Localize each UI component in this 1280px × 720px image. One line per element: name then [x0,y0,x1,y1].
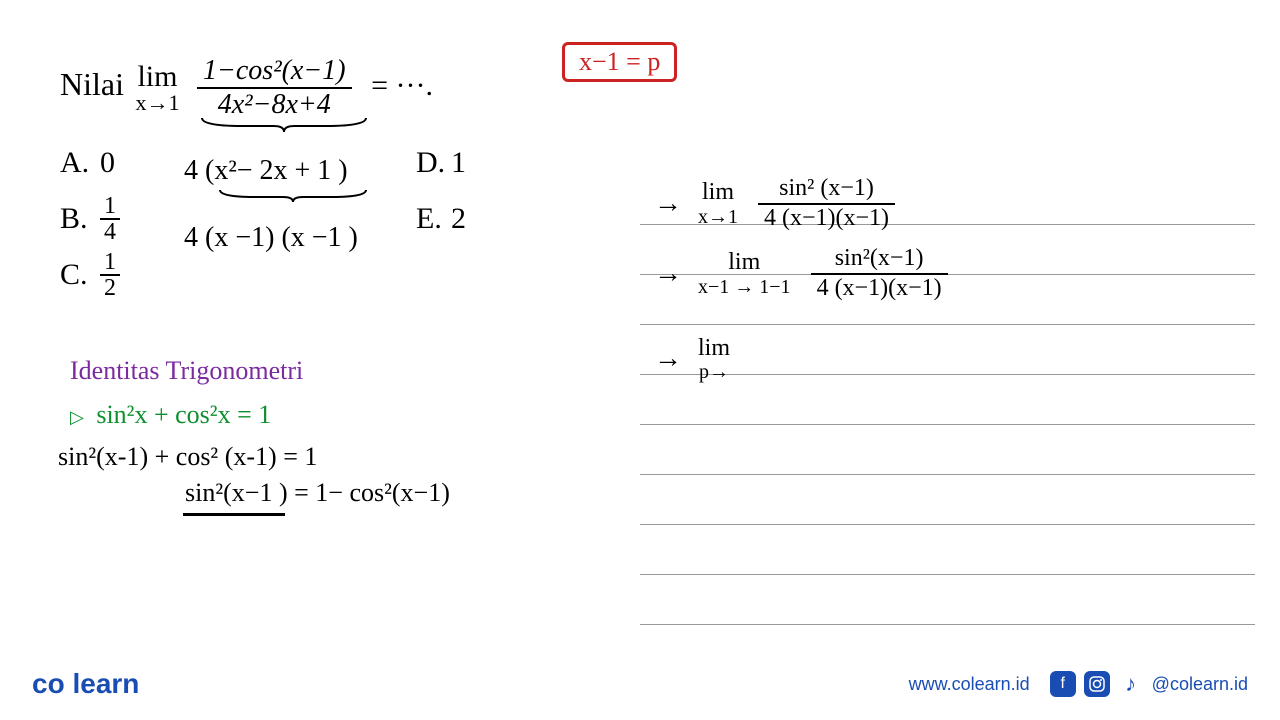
page: Nilai lim x→1 1−cos²(x−1) 4x²−8x+4 = ···… [0,0,1280,720]
step-1: → lim x→1 sin² (x−1) 4 (x−1)(x−1) [654,175,895,232]
problem-fraction: 1−cos²(x−1) 4x²−8x+4 [197,55,352,121]
option-a: A. 0 [60,135,120,191]
option-value: 2 [451,202,466,236]
problem-prefix: Nilai [60,66,124,102]
brace-icon [200,116,368,134]
instagram-svg-icon [1089,676,1105,692]
option-c: C. 1 2 [60,247,120,303]
identity-equation: ▷ sin²x + cos²x = 1 [70,400,271,430]
option-den: 4 [100,220,120,244]
tiktok-icon: ♪ [1118,671,1144,697]
underline [183,513,285,516]
step-fraction: sin² (x−1) 4 (x−1)(x−1) [758,175,895,232]
ruled-workspace: → lim x→1 sin² (x−1) 4 (x−1)(x−1) → lim … [640,175,1255,625]
arrow-icon: → [654,258,682,290]
option-letter: A. [60,146,100,180]
logo-right: learn [72,668,139,699]
problem-statement: Nilai lim x→1 1−cos²(x−1) 4x²−8x+4 = ···… [60,55,433,121]
identity-eq-text: sin²x + cos²x = 1 [96,400,271,429]
option-e: E. 2 [416,191,466,247]
lim-bot: x−1 → 1−1 [698,276,791,298]
option-d: D. 1 [416,135,466,191]
lim-bot: x→1 [698,206,738,228]
arrow-icon: → [654,188,682,220]
identity-title: Identitas Trigonometri [70,356,303,386]
instagram-icon [1084,671,1110,697]
limit-operator: lim x→1 [135,60,179,116]
step-fraction: sin²(x−1) 4 (x−1)(x−1) [811,245,948,302]
option-value: 0 [100,146,115,180]
identity-work-1: sin²(x-1) + cos² (x-1) = 1 [58,442,317,472]
lim-stack: lim p→ [698,335,730,383]
problem-numerator: 1−cos²(x−1) [197,55,352,89]
option-den: 2 [100,276,120,300]
option-value: 1 [451,146,466,180]
factored-line-2: 4 (x −1) (x −1 ) [184,222,358,254]
social-icons: f ♪ @colearn.id [1050,671,1248,697]
option-num: 1 [100,194,120,220]
option-letter: D. [416,146,451,180]
lim-top: lim [698,249,791,275]
lim-label: lim [135,60,179,94]
lim-stack: lim x−1 → 1−1 [698,249,791,297]
lim-top: lim [698,179,738,205]
brace-icon [218,188,368,204]
identity-work-2: sin²(x−1 ) = 1− cos²(x−1) [185,478,450,508]
step-den: 4 (x−1)(x−1) [811,275,948,303]
lim-bot: p→ [698,361,730,383]
footer-right: www.colearn.id f ♪ @colearn.id [909,671,1248,697]
footer: co learn www.colearn.id f ♪ @colearn.id [0,668,1280,700]
options-left: A. 0 B. 1 4 C. 1 2 [60,135,120,303]
option-letter: E. [416,202,451,236]
ruled-line [640,475,1255,525]
logo: co learn [32,668,139,700]
substitution-box: x−1 = p [562,42,677,82]
factored-line-1: 4 (x²− 2x + 1 ) [184,155,348,187]
option-letter: B. [60,202,100,236]
option-fraction: 1 2 [100,250,120,300]
facebook-icon: f [1050,671,1076,697]
lim-stack: lim x→1 [698,179,738,227]
logo-left: co [32,668,65,699]
triangle-icon: ▷ [70,407,84,427]
step-num: sin² (x−1) [758,175,895,205]
lim-top: lim [698,335,730,361]
step-num: sin²(x−1) [811,245,948,275]
underbrace-2 [218,188,368,204]
options-right: D. 1 E. 2 [416,135,466,247]
step-3: → lim p→ [654,335,750,383]
social-handle: @colearn.id [1152,674,1248,695]
option-fraction: 1 4 [100,194,120,244]
footer-url: www.colearn.id [909,674,1030,695]
lim-sub: x→1 [135,90,179,116]
ruled-line [640,425,1255,475]
ruled-line [640,525,1255,575]
arrow-icon: → [654,343,682,375]
problem-equals: = ···. [371,69,433,102]
underbrace-1 [200,116,368,134]
ruled-line [640,575,1255,625]
option-letter: C. [60,258,100,292]
step-den: 4 (x−1)(x−1) [758,205,895,233]
option-b: B. 1 4 [60,191,120,247]
option-num: 1 [100,250,120,276]
step-2: → lim x−1 → 1−1 sin²(x−1) 4 (x−1)(x−1) [654,245,948,302]
